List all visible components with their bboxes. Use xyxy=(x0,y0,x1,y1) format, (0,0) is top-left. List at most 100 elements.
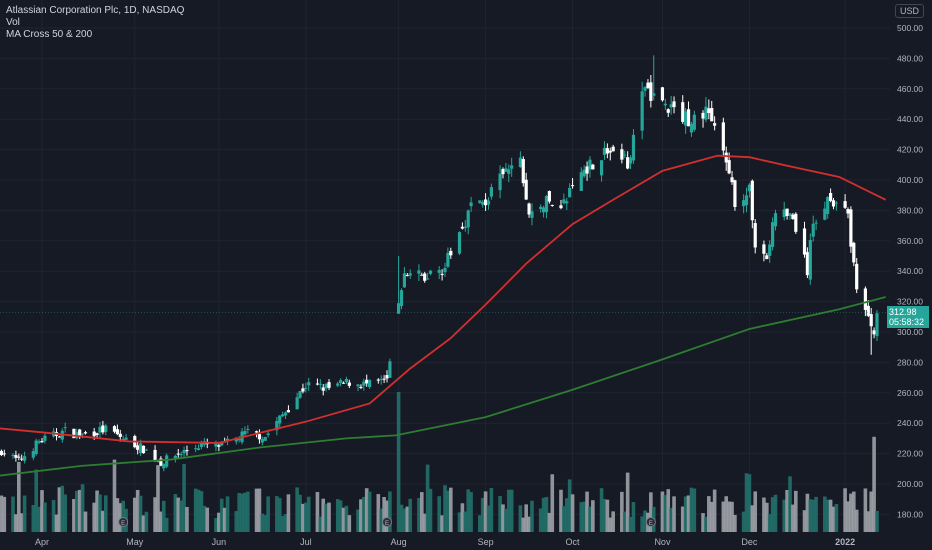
time-tick-label: Aug xyxy=(391,537,407,547)
volume-bar xyxy=(501,504,505,532)
volume-bar xyxy=(530,500,534,532)
volume-bar xyxy=(721,501,726,532)
candle-body xyxy=(336,383,340,386)
volume-bar xyxy=(480,497,485,532)
candle-body xyxy=(469,202,473,207)
time-tick-label: 2022 xyxy=(835,537,855,547)
price-axis-bg xyxy=(890,0,932,550)
volume-bar xyxy=(727,501,731,532)
ma200-line xyxy=(0,296,886,477)
candle-body xyxy=(339,380,343,383)
currency-label[interactable]: USD xyxy=(894,4,924,18)
volume-bar xyxy=(2,496,7,532)
candle-body xyxy=(518,157,522,168)
candle-body xyxy=(182,450,186,454)
earnings-icon-label: E xyxy=(649,521,653,527)
volume-bar xyxy=(469,492,473,532)
volume-bar xyxy=(622,511,627,532)
volume-bar xyxy=(788,476,792,532)
candle-body xyxy=(17,456,21,458)
earnings-icon xyxy=(382,517,393,527)
volume-bar xyxy=(686,495,691,532)
candle-body xyxy=(246,428,250,430)
candle-body xyxy=(440,273,444,275)
volume-bar xyxy=(138,495,143,532)
candle-body xyxy=(31,451,35,458)
candle-body xyxy=(281,414,285,417)
volume-bar xyxy=(808,499,813,532)
volume-bar xyxy=(164,517,169,532)
candle-body xyxy=(176,453,180,455)
price-tick-label: 360.00 xyxy=(897,236,923,246)
candle-body xyxy=(588,159,592,170)
candle-body xyxy=(843,201,847,208)
price-tick-label: 300.00 xyxy=(897,327,923,337)
last-price-value: 312.98 xyxy=(889,307,917,318)
volume-bar xyxy=(219,498,224,532)
candle-body xyxy=(365,379,369,384)
candle-body xyxy=(420,274,424,276)
candle-body xyxy=(136,445,140,450)
volume-bar xyxy=(362,496,366,532)
price-tick-label: 480.00 xyxy=(897,53,923,63)
volume-bar xyxy=(765,502,769,532)
candle-body xyxy=(217,445,221,447)
last-price-tag: 312.98 05:58:32 xyxy=(887,306,929,329)
volume-bar xyxy=(663,495,668,532)
volume-bar xyxy=(744,473,749,532)
price-tick-label: 260.00 xyxy=(897,388,923,398)
candle-body xyxy=(399,290,404,307)
candle-body xyxy=(428,270,433,274)
time-tick-label: May xyxy=(126,537,144,547)
volume-bar xyxy=(176,497,181,532)
candle-body xyxy=(286,410,291,413)
candle-body xyxy=(121,438,125,440)
volume-bar xyxy=(344,505,349,532)
volume-bar xyxy=(443,485,447,532)
candle-body xyxy=(646,82,650,88)
volume-bar xyxy=(283,514,288,532)
volume-bar xyxy=(338,500,343,532)
candle-body xyxy=(733,180,737,207)
candle-body xyxy=(417,270,421,274)
candle-body xyxy=(196,448,201,450)
volume-bar xyxy=(680,506,685,532)
candle-body xyxy=(507,169,511,174)
volume-bar xyxy=(733,514,737,532)
volume-bar xyxy=(730,501,734,532)
candle-body xyxy=(179,454,183,456)
candle-body xyxy=(808,240,812,280)
candle-body xyxy=(37,441,41,443)
volume-bar xyxy=(347,515,352,532)
volume-bar xyxy=(672,496,676,532)
candle-body xyxy=(559,205,563,209)
candle-body xyxy=(585,166,589,174)
volume-bar xyxy=(0,495,4,532)
volume-bar xyxy=(193,488,198,532)
candle-body xyxy=(254,431,259,433)
candle-body xyxy=(437,269,441,273)
volume-bar xyxy=(246,491,250,532)
volume-bar xyxy=(367,491,372,532)
volume-bar xyxy=(385,500,389,532)
candle-body xyxy=(846,209,850,214)
candle-body xyxy=(80,433,85,435)
volume-bar xyxy=(689,487,694,532)
volume-bar xyxy=(854,509,859,532)
volume-bar xyxy=(222,507,227,532)
candle-body xyxy=(652,93,656,96)
volume-bar xyxy=(649,492,653,532)
volume-bar xyxy=(506,489,511,532)
volume-bar xyxy=(60,485,65,532)
volume-bar xyxy=(115,498,120,532)
candle-body xyxy=(608,150,612,153)
volume-bar xyxy=(306,496,311,532)
candle-body xyxy=(397,303,401,314)
volume-bar xyxy=(504,508,508,532)
candle-body xyxy=(324,383,328,389)
earnings-icon-label: E xyxy=(385,521,389,527)
candle-body xyxy=(721,122,725,151)
volume-bar xyxy=(54,514,59,532)
